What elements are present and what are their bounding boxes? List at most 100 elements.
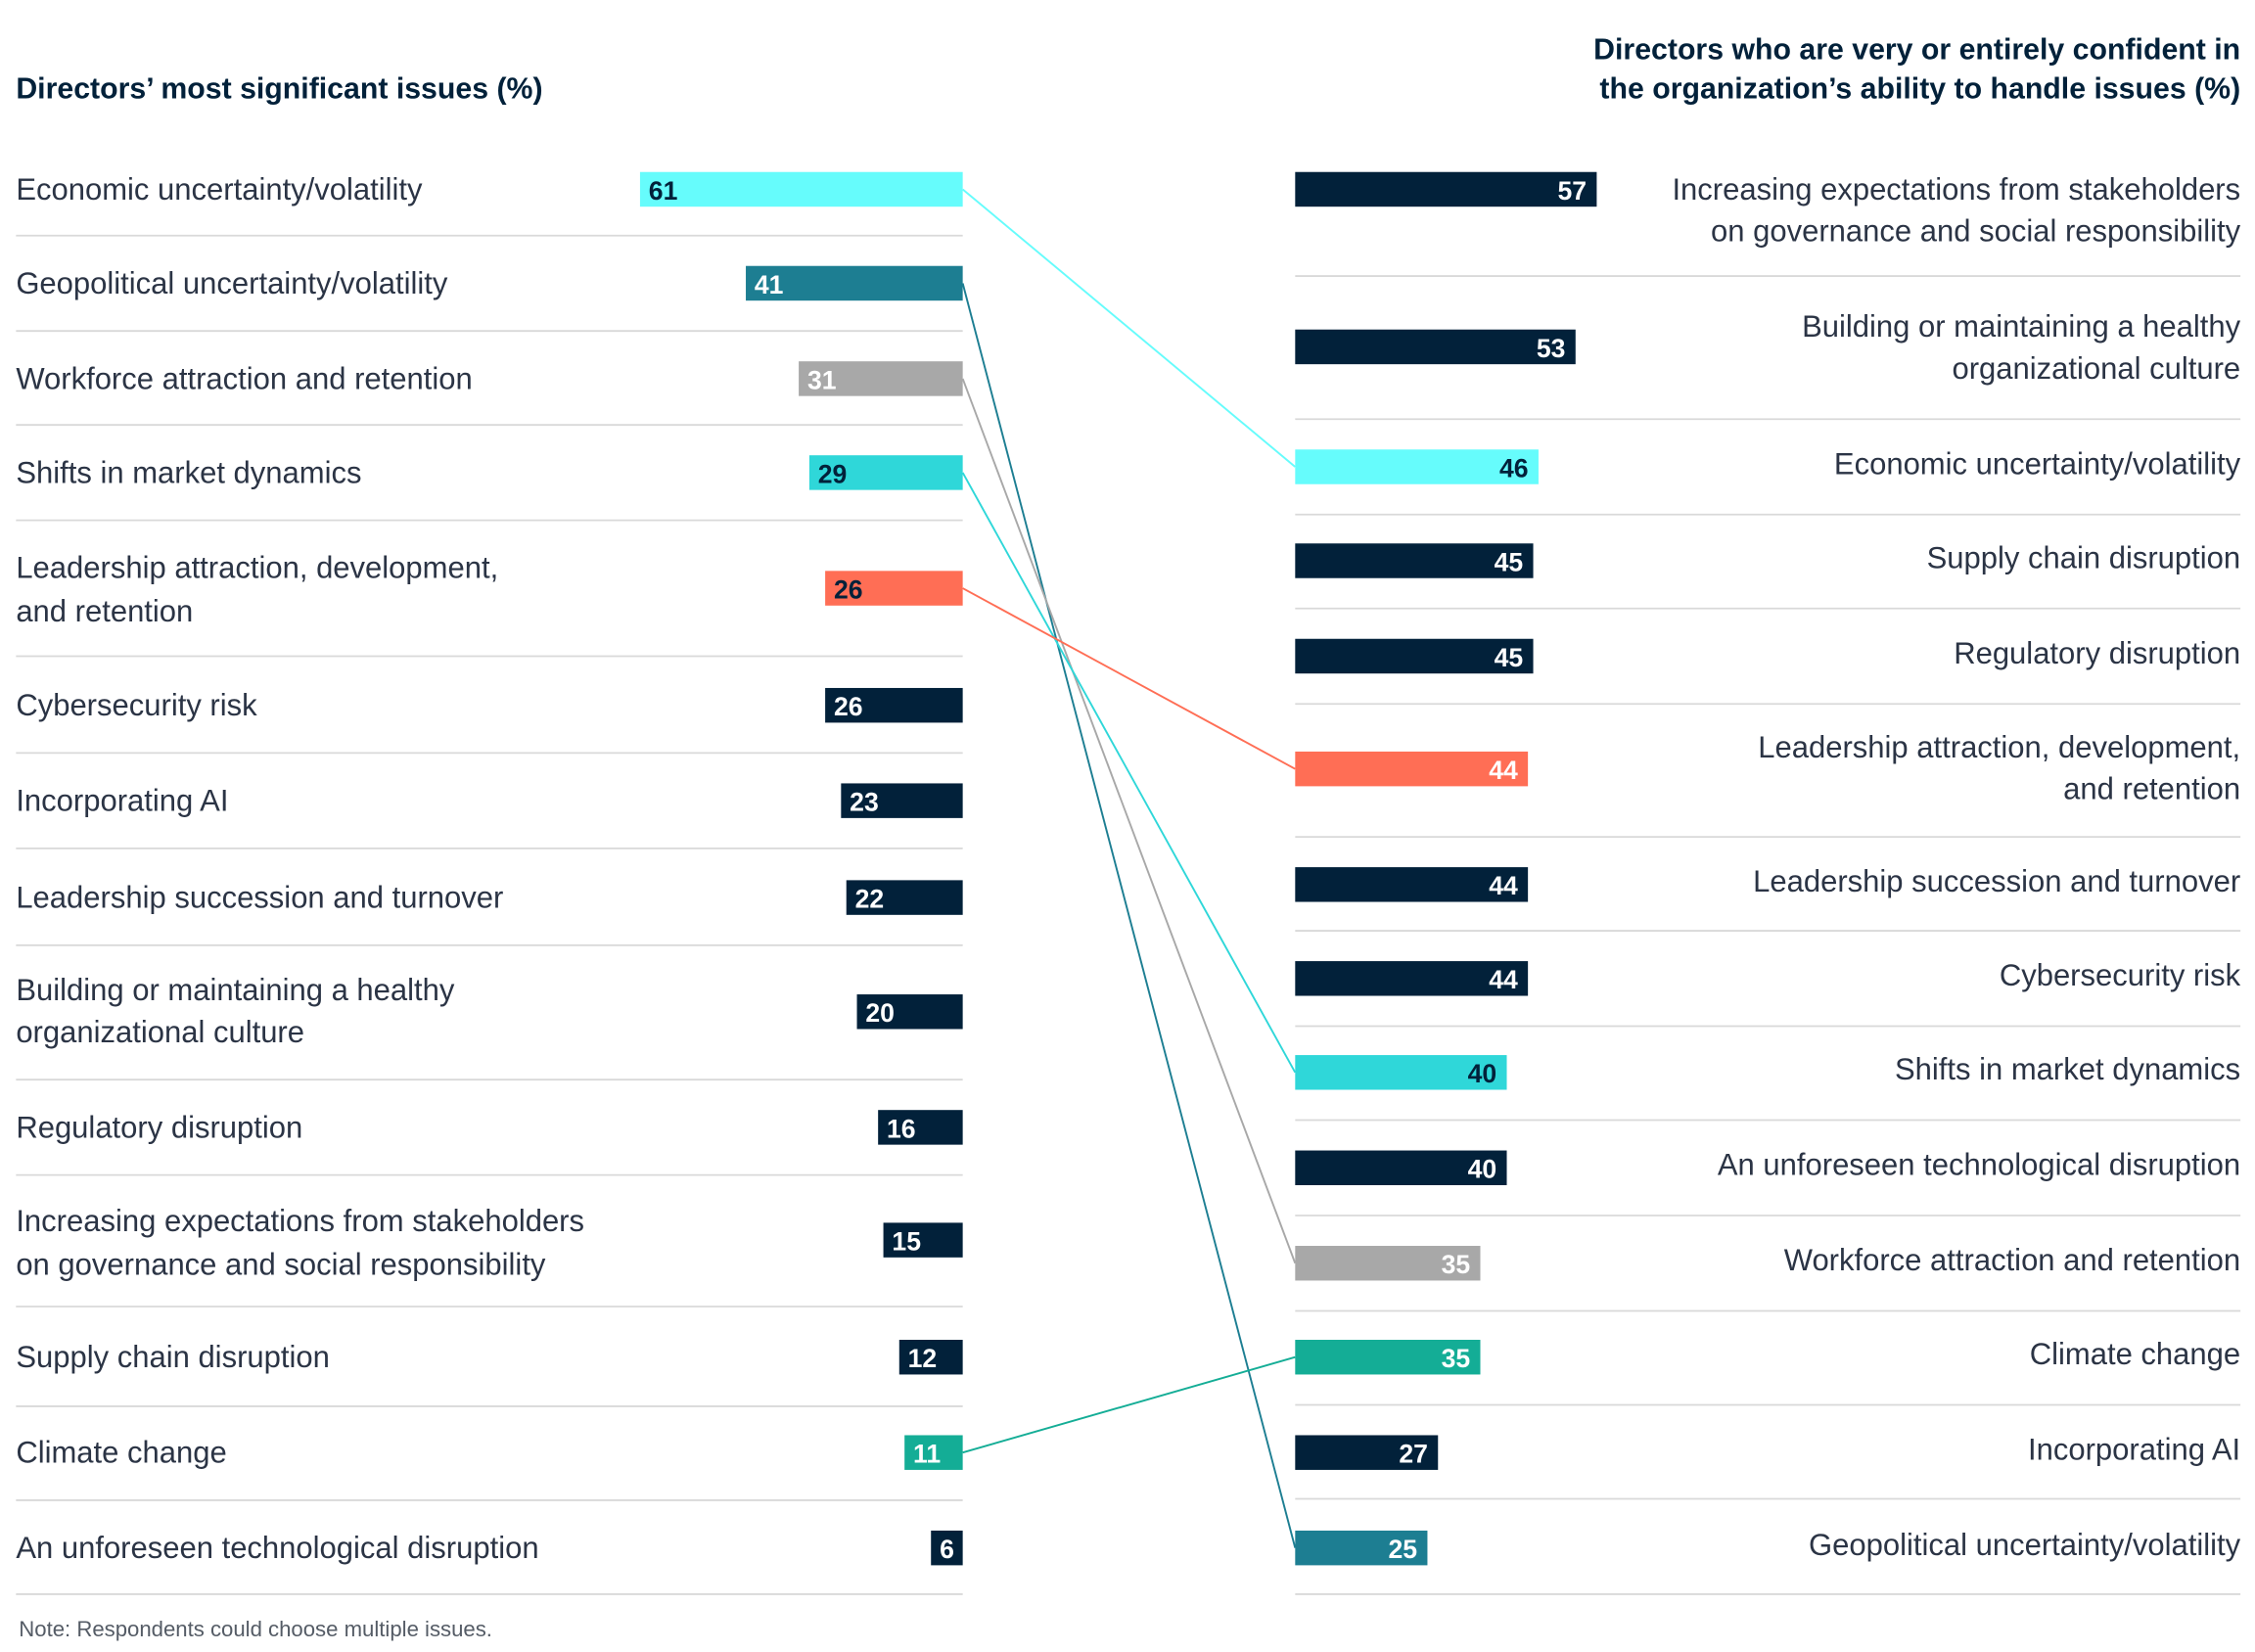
bar [808,455,963,490]
value-label: 44 [1489,756,1518,785]
bar [1295,1530,1428,1566]
category-label: Geopolitical uncertainty/volatility [1809,1528,2241,1562]
category-label: and retention [2063,772,2240,806]
category-label: Economic uncertainty/volatility [1834,446,2241,481]
bar [1295,1055,1507,1090]
value-label: 61 [649,176,678,206]
category-label: Climate change [2030,1337,2240,1371]
right-chart-title-line-2: the organization’s ability to handle iss… [1599,72,2240,105]
bar [1295,543,1534,578]
bar [639,171,963,207]
category-label: Leadership attraction, development, [16,551,498,585]
value-label: 45 [1495,547,1524,576]
value-label: 27 [1399,1440,1428,1469]
category-label: An unforeseen technological disruption [1718,1148,2240,1182]
category-label: Regulatory disruption [1954,636,2240,670]
value-label: 25 [1389,1535,1418,1564]
value-label: 40 [1468,1059,1497,1088]
left-chart-title: Directors’ most significant issues (%) [16,72,542,105]
category-label: on governance and social responsibility [1711,214,2241,249]
bar [799,361,963,396]
category-label: Cybersecurity risk [2000,958,2241,992]
value-label: 53 [1537,334,1566,363]
category-label: Supply chain disruption [16,1340,330,1374]
bar [878,1110,963,1145]
bar [1295,171,1597,207]
bar [825,571,963,606]
bar [1295,329,1576,365]
value-label: 26 [834,692,863,721]
bar [1295,1435,1439,1470]
bar [931,1530,963,1566]
bar [841,783,963,818]
value-label: 29 [818,459,848,488]
category-label: organizational culture [16,1015,304,1049]
bar [1295,638,1534,674]
category-label: Leadership succession and turnover [16,880,503,914]
value-label: 31 [807,365,837,394]
category-label: on governance and social responsibility [16,1248,546,1282]
value-label: 57 [1557,176,1587,206]
category-label: Climate change [16,1436,226,1470]
bar [1295,961,1529,996]
bar [1295,751,1529,787]
bar [1295,449,1539,484]
right-bar-chart: Increasing expectations from stakeholder… [1295,171,2241,1595]
value-label: 26 [834,574,863,604]
value-label: 15 [892,1226,921,1256]
category-label: Leadership attraction, development, [1758,730,2240,764]
value-label: 23 [850,787,879,816]
value-label: 20 [865,998,895,1028]
category-label: Shifts in market dynamics [16,455,361,489]
bar [856,994,963,1030]
bar [883,1222,963,1258]
category-label: Building or maintaining a healthy [16,973,455,1007]
category-label: Workforce attraction and retention [1784,1243,2240,1277]
value-label: 41 [755,270,784,299]
category-label: Leadership succession and turnover [1753,864,2240,898]
connector-line [962,1355,1296,1454]
category-label: Shifts in market dynamics [1895,1052,2240,1086]
value-label: 22 [855,884,885,913]
category-label: Increasing expectations from stakeholder… [16,1204,584,1238]
value-label: 44 [1489,965,1518,994]
value-label: 40 [1468,1155,1497,1184]
category-label: Incorporating AI [16,783,228,817]
bar [1295,1340,1481,1375]
bar [1295,1150,1507,1185]
category-label: Supply chain disruption [1927,540,2241,574]
category-label: An unforeseen technological disruption [16,1531,538,1565]
bar [898,1340,963,1375]
bar [746,265,963,301]
bar [825,687,963,723]
value-label: 11 [913,1440,941,1469]
left-bar-chart: Economic uncertainty/volatility 61 Geopoli… [16,171,963,1595]
value-label: 45 [1495,643,1524,672]
value-label: 46 [1499,453,1529,482]
category-label: Building or maintaining a healthy [1802,309,2241,344]
value-label: 35 [1442,1344,1471,1373]
bar [904,1435,963,1470]
category-label: organizational culture [1952,351,2240,386]
value-label: 35 [1442,1250,1471,1279]
category-label: Cybersecurity risk [16,688,257,722]
value-label: 6 [940,1535,954,1564]
footnote: Note: Respondents could choose multiple … [19,1617,492,1641]
connector-lines [961,188,1297,1548]
category-label: Increasing expectations from stakeholder… [1672,172,2240,206]
right-chart-title-line-1: Directors who are very or entirely confi… [1593,34,2240,67]
value-label: 16 [887,1114,916,1143]
category-label: Economic uncertainty/volatility [16,172,423,206]
value-label: 44 [1489,871,1518,900]
connector-line [961,378,1297,1264]
bar [1295,1246,1481,1281]
category-label: and retention [16,594,193,628]
connector-line [961,283,1297,1548]
category-label: Regulatory disruption [16,1110,302,1144]
category-label: Geopolitical uncertainty/volatility [16,266,448,300]
category-label: Incorporating AI [2028,1433,2240,1467]
connector-line [961,472,1297,1074]
connector-line [962,587,1296,770]
value-label: 12 [908,1344,938,1373]
